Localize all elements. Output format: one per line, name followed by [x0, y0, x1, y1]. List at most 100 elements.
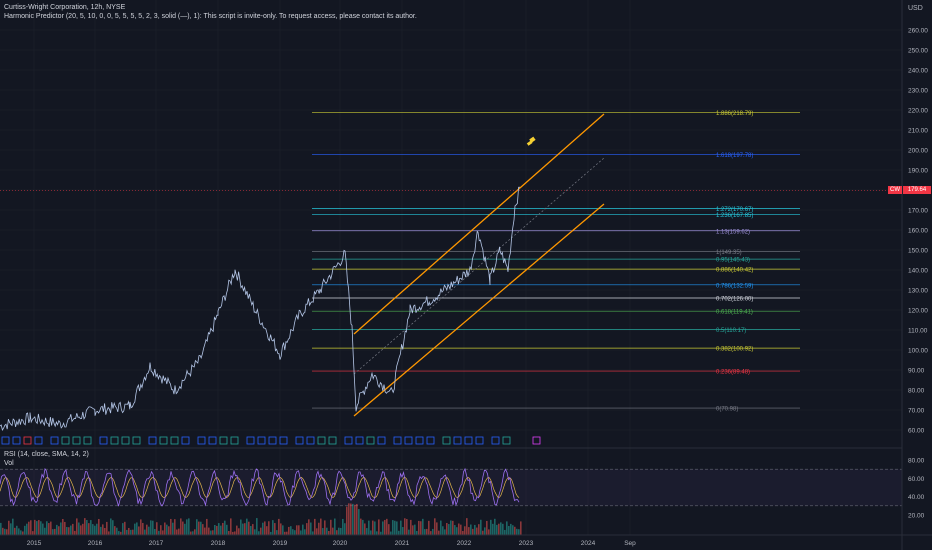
volume-bar	[330, 519, 332, 535]
volume-bar	[196, 519, 198, 535]
volume-bar	[374, 521, 376, 535]
volume-bar	[126, 529, 128, 535]
volume-bar	[282, 525, 284, 535]
volume-bar	[54, 528, 56, 535]
price-tick: 240.00	[908, 68, 928, 75]
volume-bar	[120, 531, 122, 535]
volume-bar	[448, 524, 450, 535]
event-marker	[393, 436, 402, 445]
volume-bar	[424, 529, 426, 535]
fib-label: 0.382(100.92)	[716, 347, 753, 353]
time-tick: 2016	[88, 540, 103, 547]
volume-bar	[224, 520, 226, 535]
volume-bar	[238, 528, 240, 535]
volume-bar	[152, 520, 154, 535]
volume-bar	[516, 528, 518, 535]
event-marker	[181, 436, 190, 445]
volume-bar	[284, 531, 286, 535]
volume-bar	[188, 518, 190, 535]
volume-bar	[212, 530, 214, 535]
volume-bar	[380, 531, 382, 535]
event-marker	[344, 436, 353, 445]
volume-bar	[244, 523, 246, 535]
rsi-line	[0, 467, 520, 507]
volume-bar	[274, 523, 276, 535]
volume-bar	[68, 527, 70, 535]
volume-bar	[0, 522, 2, 535]
price-tick: 230.00	[908, 88, 928, 95]
volume-bar	[416, 530, 418, 535]
event-marker	[257, 436, 266, 445]
volume-bar	[168, 526, 170, 535]
volume-bar	[94, 525, 96, 535]
volume-bar	[278, 518, 280, 535]
volume-bar	[82, 523, 84, 535]
volume-bar	[470, 524, 472, 535]
volume-bar	[182, 521, 184, 535]
volume-bar	[418, 520, 420, 535]
time-tick: 2023	[519, 540, 534, 547]
volume-bar	[488, 529, 490, 535]
volume-bar	[474, 524, 476, 535]
volume-bar	[254, 529, 256, 535]
volume-bar	[386, 518, 388, 535]
volume-bar	[378, 519, 380, 535]
volume-bar	[318, 522, 320, 535]
volume-bar	[192, 531, 194, 535]
volume-bar	[242, 523, 244, 535]
event-marker	[453, 436, 462, 445]
volume-bar	[484, 527, 486, 535]
volume-bar	[444, 529, 446, 535]
price-tick: 210.00	[908, 128, 928, 135]
volume-bar	[60, 522, 62, 535]
time-tick: 2017	[149, 540, 164, 547]
volume-bar	[368, 520, 370, 535]
volume-bar	[514, 526, 516, 535]
symbol-badge: CW	[888, 186, 902, 194]
event-marker	[306, 436, 315, 445]
event-marker	[50, 436, 59, 445]
hammer-icon	[526, 136, 536, 146]
volume-bar	[456, 527, 458, 535]
volume-bar	[88, 523, 90, 535]
volume-bar	[248, 521, 250, 535]
volume-bar	[506, 521, 508, 535]
price-tick: 190.00	[908, 168, 928, 175]
time-tick: 2018	[211, 540, 226, 547]
volume-bar	[260, 527, 262, 535]
event-markers	[1, 436, 541, 445]
time-tick: 2019	[273, 540, 288, 547]
price-tick: 170.00	[908, 208, 928, 215]
volume-bar	[252, 524, 254, 535]
volume-bar	[90, 520, 92, 535]
volume-bar	[482, 530, 484, 535]
price-tick: 200.00	[908, 148, 928, 155]
event-marker	[219, 436, 228, 445]
fib-label: 0.702(126.00)	[716, 297, 753, 303]
volume-bar	[98, 518, 100, 535]
volume-bar	[336, 530, 338, 535]
volume-bar	[208, 527, 210, 535]
event-marker	[110, 436, 119, 445]
volume-bar	[46, 521, 48, 535]
volume-bar	[70, 525, 72, 535]
volume-bar	[342, 518, 344, 535]
event-marker	[121, 436, 130, 445]
volume-bar	[80, 525, 82, 535]
event-marker	[34, 436, 43, 445]
event-marker	[491, 436, 500, 445]
volume-bar	[308, 519, 310, 535]
volume-bar	[334, 518, 336, 535]
volume-bar	[76, 518, 78, 535]
volume-bar	[6, 529, 8, 535]
event-marker	[246, 436, 255, 445]
volume-bar	[498, 523, 500, 535]
rsi-tick: 40.00	[908, 494, 925, 501]
price-tick: 220.00	[908, 108, 928, 115]
volume-bar	[510, 523, 512, 535]
volume-bar	[142, 522, 144, 535]
price-tick: 120.00	[908, 308, 928, 315]
volume-bar	[118, 531, 120, 535]
